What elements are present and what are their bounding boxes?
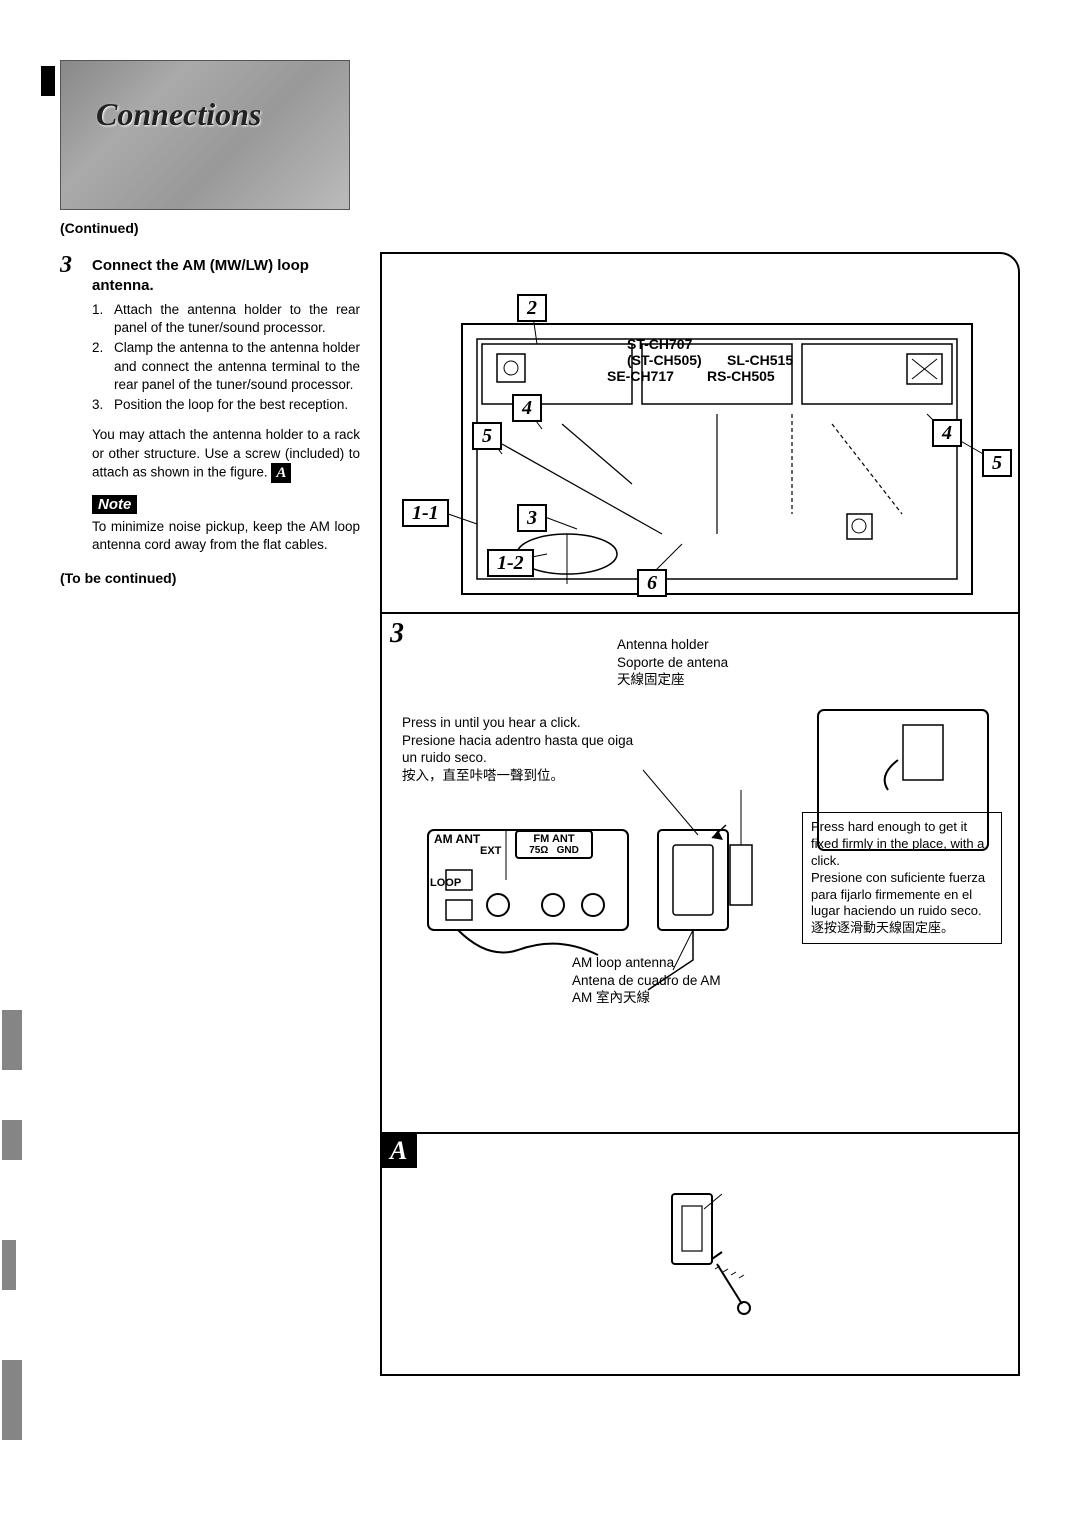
fm-ant-box: FM ANT 75Ω GND (515, 830, 593, 859)
page: Connections (Continued) 3 Connect the AM… (0, 0, 1080, 1416)
scan-artifact (2, 1360, 22, 1440)
figA-svg (382, 1134, 1022, 1374)
substep-text: Clamp the antenna to the antenna holder … (114, 339, 360, 394)
note-badge: Note (92, 495, 137, 514)
callout-5: 5 (982, 449, 1012, 477)
label-line-3: 天線固定座 (617, 671, 728, 689)
substep-1: 1. Attach the antenna holder to the rear… (92, 301, 360, 337)
content-row: 3 Connect the AM (MW/LW) loop antenna. 1… (60, 252, 1040, 1376)
ext-label: EXT (480, 844, 501, 858)
label-line-2: Soporte de antena (617, 654, 728, 672)
label-line-1: AM loop antenna (572, 954, 721, 972)
substep-number: 2. (92, 339, 108, 394)
fm-ant-label: FM ANT (519, 833, 589, 845)
diagram-fig-a: A (382, 1134, 1018, 1374)
figure-ref-badge: A (271, 463, 291, 483)
substep-list: 1. Attach the antenna holder to the rear… (92, 301, 360, 414)
scan-artifact (2, 1120, 22, 1160)
diagram-detail-3: 3 (382, 614, 1018, 1134)
diagram-wrapper: ST-CH707 (ST-CH505) SE-CH717 SL-CH515 RS… (380, 252, 1020, 1376)
extra-text: You may attach the antenna holder to a r… (92, 427, 360, 479)
callout-5: 5 (472, 422, 502, 450)
label-line-1: Press in until you hear a click. (402, 714, 642, 732)
callout-1-1: 1-1 (402, 499, 449, 527)
label-st-ch505: (ST-CH505) (627, 352, 702, 368)
step-heading: 3 Connect the AM (MW/LW) loop antenna. (60, 252, 360, 295)
label-line-3: 逐按逐滑動天線固定座。 (811, 920, 993, 937)
press-in-label: Press in until you hear a click. Presion… (402, 714, 642, 784)
label-line-3: 按入，直至咔嗒一聲到位。 (402, 767, 642, 785)
press-hard-box: Press hard enough to get it fixed firmly… (802, 812, 1002, 944)
note-text: To minimize noise pickup, keep the AM lo… (92, 518, 360, 554)
diagram-column: ST-CH707 (ST-CH505) SE-CH717 SL-CH515 RS… (380, 252, 1040, 1376)
step-title: Connect the AM (MW/LW) loop antenna. (92, 252, 360, 295)
label-line-3: AM 室內天線 (572, 989, 721, 1007)
am-loop-label: AM loop antenna Antena de cuadro de AM A… (572, 954, 721, 1007)
extra-paragraph: You may attach the antenna holder to a r… (92, 426, 360, 483)
substep-number: 1. (92, 301, 108, 337)
step-number: 3 (60, 252, 80, 295)
loop-label: LOOP (430, 876, 461, 890)
label-se-ch717: SE-CH717 (607, 368, 674, 384)
continued-label: (Continued) (60, 220, 1040, 236)
substep-3: 3. Position the loop for the best recept… (92, 396, 360, 414)
callout-1-2: 1-2 (487, 549, 534, 577)
antenna-holder-label: Antenna holder Soporte de antena 天線固定座 (617, 636, 728, 689)
callout-4: 4 (932, 419, 962, 447)
label-line-2: Antena de cuadro de AM (572, 972, 721, 990)
diagram-rack: ST-CH707 (ST-CH505) SE-CH717 SL-CH515 RS… (382, 254, 1018, 614)
section-header: Connections (60, 60, 350, 210)
am-ant-label: AM ANT (434, 832, 480, 848)
gnd-label: GND (557, 845, 579, 856)
callout-2: 2 (517, 294, 547, 322)
callout-4: 4 (512, 394, 542, 422)
label-line-1: Antenna holder (617, 636, 728, 654)
header-left-marker (41, 66, 55, 96)
instructions-column: 3 Connect the AM (MW/LW) loop antenna. 1… (60, 252, 360, 1376)
substep-number: 3. (92, 396, 108, 414)
label-sl-ch515: SL-CH515 (727, 352, 793, 368)
callout-6: 6 (637, 569, 667, 597)
to-be-continued: (To be continued) (60, 570, 360, 586)
scan-artifact (2, 1010, 22, 1070)
label-line-2: Presione con suficiente fuerza para fija… (811, 870, 993, 921)
section-title: Connections (96, 96, 261, 133)
label-line-2: Presione hacia adentro hasta que oiga un… (402, 732, 642, 767)
callout-3: 3 (517, 504, 547, 532)
substep-text: Position the loop for the best reception… (114, 396, 348, 414)
label-rs-ch505: RS-CH505 (707, 368, 775, 384)
label-line-1: Press hard enough to get it fixed firmly… (811, 819, 993, 870)
substep-text: Attach the antenna holder to the rear pa… (114, 301, 360, 337)
substep-2: 2. Clamp the antenna to the antenna hold… (92, 339, 360, 394)
label-st-ch707: ST-CH707 (627, 336, 692, 352)
ohm-label: 75Ω (529, 845, 548, 856)
scan-artifact (2, 1240, 16, 1290)
